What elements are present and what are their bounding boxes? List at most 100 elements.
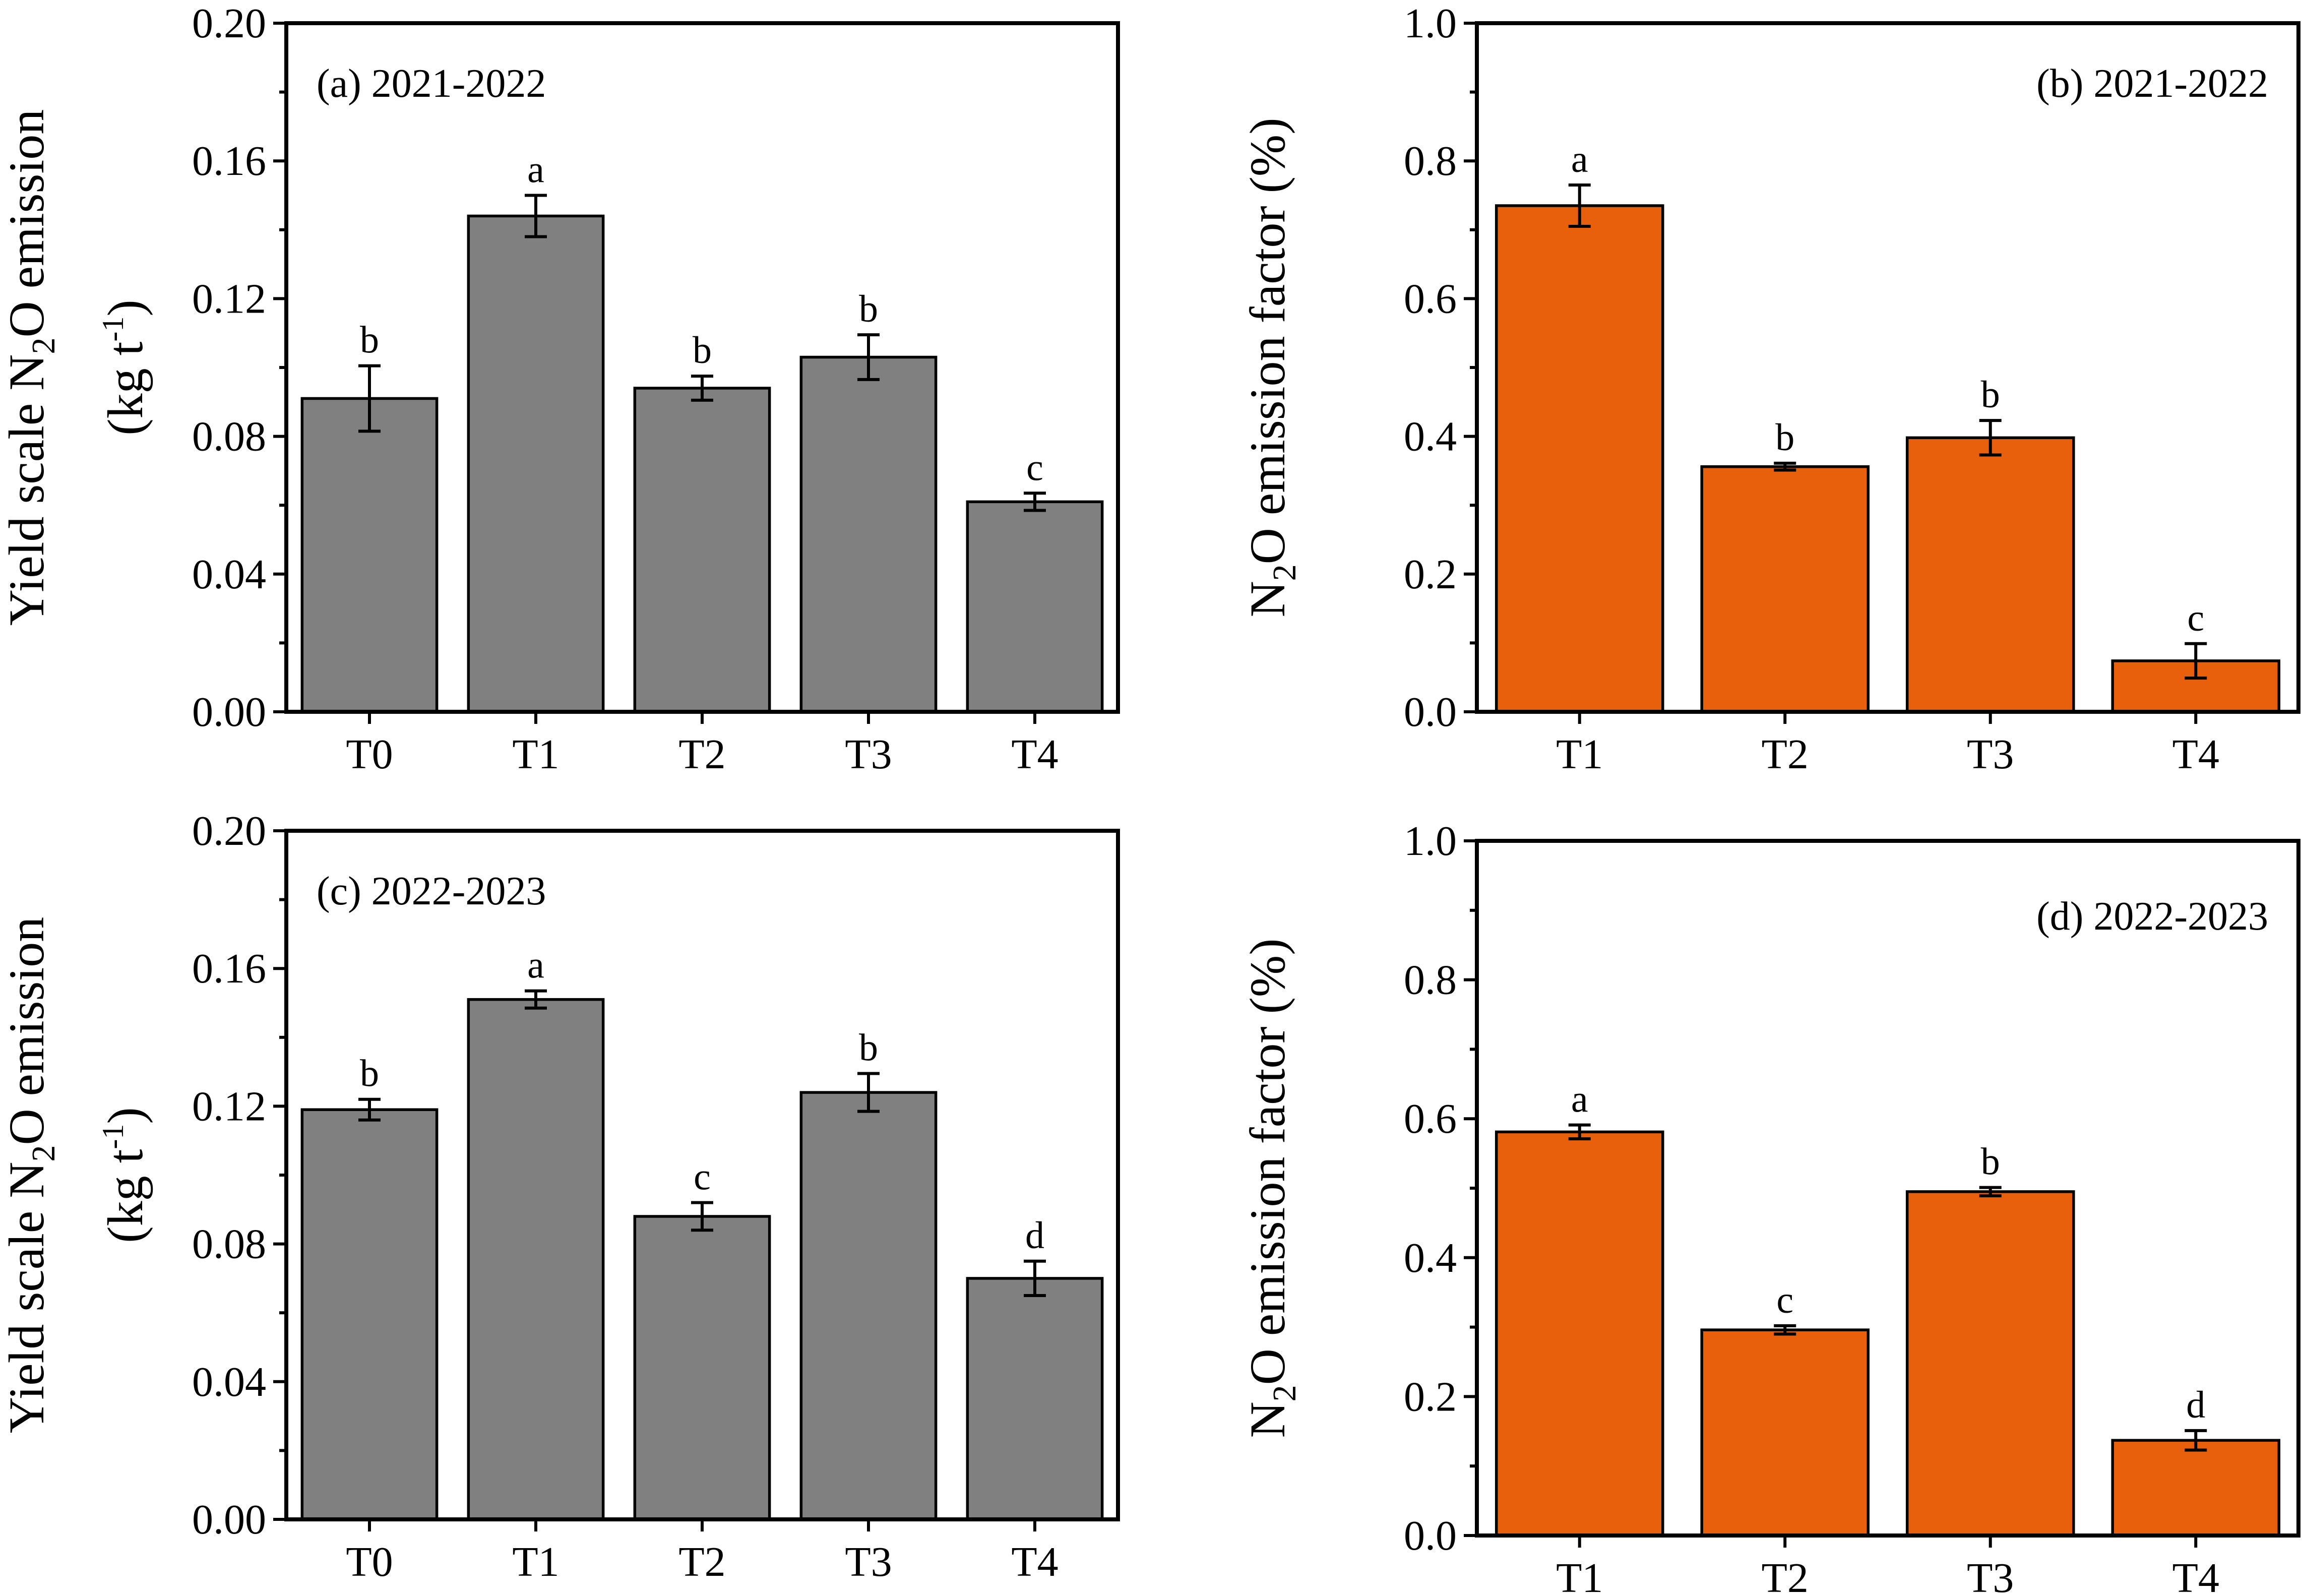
error-bar-T2: [1774, 1324, 1796, 1336]
bar-T4: [2111, 1439, 2281, 1537]
y-tick-label: 0.6: [1404, 1095, 1457, 1142]
significance-label-T2: b: [693, 329, 712, 372]
x-tick-label-T1: T1: [512, 731, 559, 778]
x-tick-label-T3: T3: [1967, 1555, 2014, 1596]
significance-label-T4: d: [1025, 1214, 1044, 1257]
y-tick-label: 0.20: [192, 0, 266, 47]
y-axis-title: Yield scale N2O emission: [0, 917, 62, 1434]
significance-label-T4: c: [2187, 597, 2204, 639]
plot-frame: [284, 829, 1120, 1521]
panel-label: (c) 2022-2023: [317, 869, 546, 913]
significance-label-T1: a: [527, 944, 544, 987]
x-tick-label-T1: T1: [1556, 731, 1603, 778]
bar-T2: [633, 387, 771, 713]
y-tick-label: 0.04: [192, 1359, 266, 1405]
y-axis-title: N2O emission factor (%): [1239, 938, 1303, 1438]
bar-T3: [799, 1091, 938, 1521]
significance-label-T3: b: [1981, 1141, 2000, 1183]
significance-label-T1: a: [1571, 138, 1588, 180]
error-bar-T4: [2185, 642, 2207, 680]
error-bar-T1: [525, 989, 547, 1010]
x-tick-label-T1: T1: [1556, 1555, 1603, 1596]
y-axis-title: Yield scale N2O emission: [0, 109, 62, 626]
significance-label-T2: b: [1775, 416, 1794, 459]
y-axis-title: N2O emission factor (%): [1239, 117, 1303, 617]
y-tick-label: 0.00: [192, 689, 266, 735]
bar-T2: [1700, 465, 1870, 713]
bar-T3: [1905, 1190, 2075, 1537]
error-bar-T4: [1024, 492, 1046, 512]
error-bar-T2: [691, 375, 713, 402]
bar-T1: [467, 214, 605, 713]
bar-T3: [799, 355, 938, 713]
error-bar-T2: [1774, 461, 1796, 472]
error-bar-T4: [1024, 1259, 1046, 1298]
y-axis-unit: (kg t-1): [96, 1107, 153, 1243]
plot-frame: [284, 21, 1120, 714]
y-tick-label: 0.16: [192, 138, 266, 185]
y-tick-label: 0.2: [1404, 1373, 1457, 1420]
significance-label-T2: c: [1776, 1279, 1793, 1321]
x-tick-label-T2: T2: [678, 731, 725, 778]
y-tick-label: 0.8: [1404, 957, 1457, 1004]
bar-T4: [966, 500, 1104, 713]
error-bar-T3: [857, 1072, 880, 1113]
significance-label-T3: b: [859, 288, 878, 330]
error-bar-T4: [2185, 1429, 2207, 1452]
x-tick-label-T0: T0: [346, 731, 393, 778]
y-tick-label: 0.08: [192, 1221, 266, 1268]
error-bar-T0: [358, 364, 381, 433]
x-tick-label-T2: T2: [678, 1539, 725, 1585]
bar-T2: [1700, 1328, 1870, 1537]
plot-frame: [1475, 21, 2300, 714]
y-tick-label: 0.08: [192, 413, 266, 460]
significance-label-T1: a: [1571, 1078, 1588, 1121]
x-tick-label-T4: T4: [2172, 731, 2219, 778]
significance-label-T0: b: [360, 319, 379, 361]
significance-label-T3: b: [1981, 374, 2000, 416]
y-tick-label: 0.00: [192, 1496, 266, 1543]
y-tick-label: 0.20: [192, 808, 266, 854]
x-tick-label-T0: T0: [346, 1539, 393, 1585]
significance-label-T4: c: [1026, 446, 1043, 488]
bar-T4: [966, 1277, 1104, 1521]
y-tick-label: 0.12: [192, 275, 266, 322]
error-bar-T2: [691, 1201, 713, 1232]
significance-label-T1: a: [527, 149, 544, 191]
panel-label: (b) 2021-2022: [2036, 62, 2268, 106]
x-tick-label-T2: T2: [1762, 1555, 1809, 1596]
panel-label: (d) 2022-2023: [2036, 894, 2268, 939]
bar-T1: [467, 998, 605, 1521]
y-tick-label: 0.2: [1404, 551, 1457, 598]
chart-panel-a: b T0 a T1 b T2 b T3 c T4 0.00 0.04 0.08 0.12 0.16 0.20 (…: [0, 0, 1120, 778]
bar-T0: [300, 397, 439, 713]
significance-label-T0: b: [360, 1053, 379, 1095]
bar-T2: [633, 1215, 771, 1521]
chart-panel-c: b T0 a T1 c T2 b T3 d T4 0.00 0.04 0.08 0.12 0.16 0.20 (…: [0, 808, 1120, 1585]
y-tick-label: 0.4: [1404, 413, 1457, 460]
chart-panel-b: a T1 b T2 b T3 c T4 0.0 0.2 0.4 0.6 0.8 1.0 (b) 2021-2…: [1239, 0, 2300, 778]
error-bar-T1: [1568, 1123, 1591, 1141]
x-tick-label-T3: T3: [845, 731, 892, 778]
y-tick-label: 0.16: [192, 945, 266, 992]
x-tick-label-T3: T3: [1967, 731, 2014, 778]
bar-T0: [300, 1108, 439, 1521]
y-tick-label: 0.12: [192, 1083, 266, 1130]
plot-frame: [1475, 839, 2300, 1538]
error-bar-T1: [1568, 183, 1591, 228]
error-bar-T1: [525, 194, 547, 238]
bar-T3: [1905, 436, 2075, 713]
y-tick-label: 0.0: [1404, 1512, 1457, 1559]
y-tick-label: 0.4: [1404, 1235, 1457, 1281]
panel-label: (a) 2021-2022: [317, 62, 546, 106]
x-tick-label-T3: T3: [845, 1539, 892, 1585]
bar-T1: [1495, 1130, 1664, 1537]
chart-panel-d: a T1 c T2 b T3 d T4 0.0 0.2 0.4 0.6 0.8 1.0 (d) 2022-2…: [1239, 818, 2300, 1596]
error-bar-T3: [857, 333, 880, 381]
y-tick-label: 0.8: [1404, 138, 1457, 185]
significance-label-T4: d: [2186, 1384, 2205, 1426]
error-bar-T0: [358, 1097, 381, 1122]
x-tick-label-T2: T2: [1762, 731, 1809, 778]
y-tick-label: 0.6: [1404, 275, 1457, 322]
